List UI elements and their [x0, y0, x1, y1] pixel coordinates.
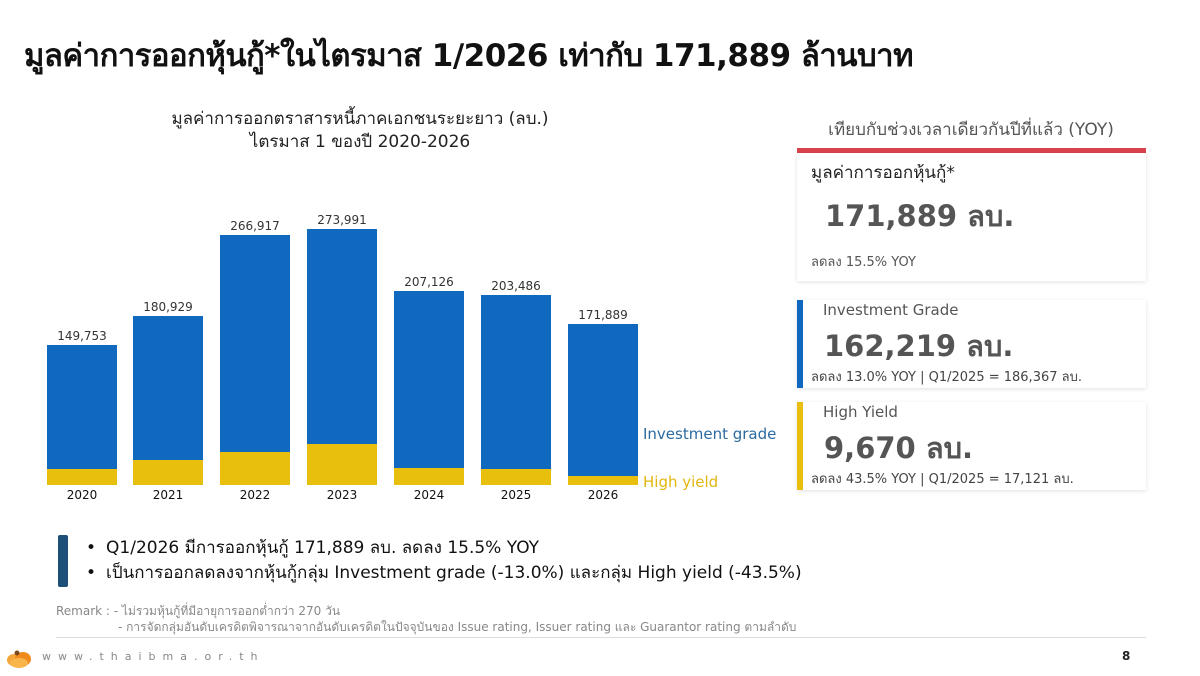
stacked-bar-chart: Investment grade High yield 149,753 2020 1… — [40, 160, 780, 510]
bar-value-label: 203,486 — [491, 278, 541, 293]
investment-grade-change: ลดลง 13.0% YOY | Q1/2025 = 186,367 ลบ. — [811, 370, 1082, 385]
summary-bullet: Q1/2026 มีการออกหุ้นกู้ 171,889 ลบ. ลดลง… — [86, 536, 802, 561]
investment-grade-value: 162,219 ลบ. — [824, 329, 1014, 363]
x-axis-label: 2026 — [587, 488, 619, 502]
summary-accent-bar — [58, 535, 68, 587]
bar-2020: 149,753 — [47, 329, 117, 485]
page-number: 8 — [1122, 649, 1131, 663]
investment-grade-accent — [797, 300, 803, 388]
segment-high-yield — [133, 459, 203, 485]
segment-investment-grade — [47, 344, 117, 470]
legend-investment-grade: Investment grade — [643, 425, 777, 443]
segment-investment-grade — [394, 291, 464, 469]
bar-2025: 203,486 — [481, 279, 551, 485]
bar-2021: 180,929 — [133, 300, 203, 485]
segment-investment-grade — [568, 324, 638, 476]
bar-2022: 266,917 — [220, 219, 290, 485]
remark-line2: - การจัดกลุ่มอันดับเครดิตพิจารณาจากอันดั… — [118, 620, 797, 634]
total-issuance-card: มูลค่าการออกหุ้นกู้* 171,889 ลบ. ลดลง 15… — [797, 153, 1146, 281]
bar-value-label: 273,991 — [317, 212, 367, 227]
bar-value-label: 266,917 — [230, 219, 280, 234]
remark: Remark : - ไม่รวมหุ้นกู้ที่มีอายุการออกต… — [56, 603, 796, 635]
high-yield-change: ลดลง 43.5% YOY | Q1/2025 = 17,121 ลบ. — [811, 472, 1074, 487]
high-yield-accent — [797, 402, 803, 490]
segment-high-yield — [47, 469, 117, 485]
total-card-label: มูลค่าการออกหุ้นกู้* — [811, 163, 955, 183]
bar-value-label: 180,929 — [143, 299, 193, 314]
investment-grade-label: Investment Grade — [823, 301, 959, 319]
x-axis-label: 2023 — [326, 488, 358, 502]
yoy-header: เทียบกับช่วงเวลาเดียวกันปีที่แล้ว (YOY) — [828, 120, 1114, 140]
summary-bullet: เป็นการออกลดลงจากหุ้นกู้กลุ่ม Investment… — [86, 561, 802, 586]
segment-high-yield — [481, 469, 551, 485]
x-axis-label: 2022 — [239, 488, 271, 502]
segment-high-yield — [568, 475, 638, 485]
x-axis-label: 2025 — [500, 488, 532, 502]
total-card-change: ลดลง 15.5% YOY — [811, 255, 916, 270]
high-yield-card: High Yield 9,670 ลบ. ลดลง 43.5% YOY | Q1… — [797, 402, 1146, 490]
bar-value-label: 149,753 — [57, 328, 107, 343]
chart-title-line1: มูลค่าการออกตราสารหนี้ภาคเอกชนระยะยาว (ล… — [171, 109, 549, 129]
summary-bullets: Q1/2026 มีการออกหุ้นกู้ 171,889 ลบ. ลดลง… — [86, 536, 802, 586]
segment-high-yield — [307, 443, 377, 485]
bar-2026: 171,889 — [568, 308, 638, 485]
total-card-value: 171,889 ลบ. — [825, 199, 1015, 233]
segment-investment-grade — [307, 228, 377, 444]
bar-2024: 207,126 — [394, 275, 464, 485]
legend-high-yield: High yield — [643, 473, 719, 491]
segment-investment-grade — [481, 294, 551, 469]
footer-divider — [56, 637, 1146, 638]
remark-line1: Remark : - ไม่รวมหุ้นกู้ที่มีอายุการออกต… — [56, 604, 341, 618]
x-axis-label: 2021 — [152, 488, 184, 502]
high-yield-label: High Yield — [823, 403, 898, 421]
chart-title-line2: ไตรมาส 1 ของปี 2020-2026 — [249, 132, 471, 152]
website-link[interactable]: www.thaibma.or.th — [42, 650, 265, 663]
x-axis-label: 2024 — [413, 488, 445, 502]
high-yield-value: 9,670 ลบ. — [824, 431, 974, 465]
page-title: มูลค่าการออกหุ้นกู้*ในไตรมาส 1/2026 เท่า… — [24, 38, 914, 74]
segment-investment-grade — [133, 315, 203, 460]
segment-high-yield — [394, 468, 464, 485]
bar-value-label: 171,889 — [578, 308, 628, 323]
yoy-accent-line — [797, 148, 1146, 153]
segment-investment-grade — [220, 235, 290, 453]
x-axis-label: 2020 — [66, 488, 98, 502]
lotus-logo-icon — [7, 650, 31, 668]
bar-2023: 273,991 — [307, 213, 377, 485]
segment-high-yield — [220, 452, 290, 485]
investment-grade-card: Investment Grade 162,219 ลบ. ลดลง 13.0% … — [797, 300, 1146, 388]
bar-value-label: 207,126 — [404, 275, 454, 290]
chart-title: มูลค่าการออกตราสารหนี้ภาคเอกชนระยะยาว (ล… — [120, 108, 600, 154]
